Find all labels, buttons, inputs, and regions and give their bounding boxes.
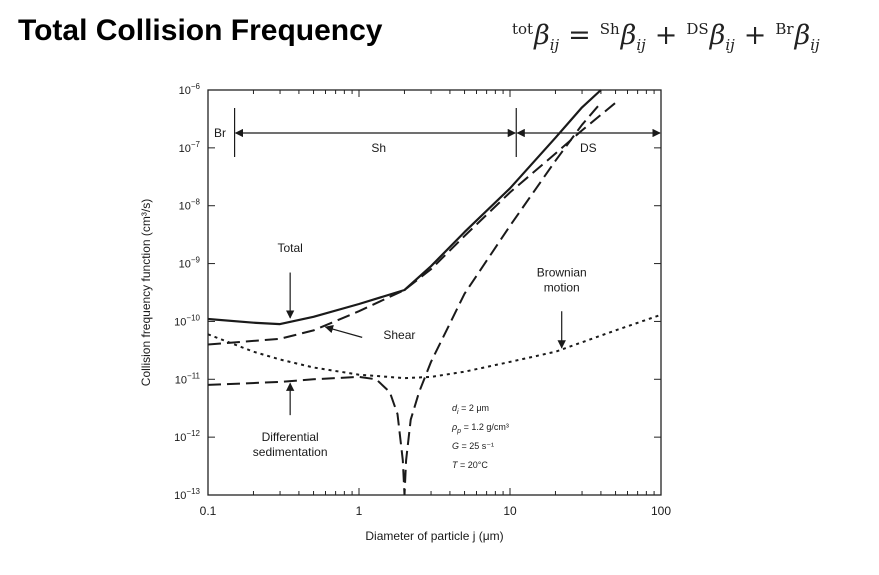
parameter-label: di = 2 μm: [452, 403, 489, 416]
y-axis-label: Collision frequency function (cm³/s): [139, 199, 153, 386]
y-tick-label: 10−11: [175, 371, 201, 386]
x-tick-label: 0.1: [200, 504, 217, 518]
formula-ds-sup: DS: [686, 20, 709, 38]
formula-beta: β: [709, 20, 726, 51]
slide-title: Total Collision Frequency: [18, 14, 383, 47]
formula-beta: β: [794, 20, 811, 51]
formula-br-sup: Br: [775, 20, 794, 38]
plot-frame: [207, 89, 662, 496]
formula-sub: ij: [810, 36, 820, 54]
annotation-label-diffsed: Differential sedimentation: [253, 430, 328, 459]
y-tick-label: 10−8: [179, 198, 201, 213]
annotation-label-shear: Shear: [383, 328, 415, 342]
parameter-label: T = 20°C: [452, 460, 488, 470]
y-tick-label: 10−12: [174, 429, 200, 444]
x-tick-label: 10: [503, 504, 517, 518]
collision-frequency-formula: totβij = Shβij + DSβij + Brβij: [512, 20, 820, 54]
formula-beta: β: [534, 20, 550, 51]
series-shear-line: [208, 102, 617, 346]
x-tick-label: 1: [356, 504, 363, 518]
region-label-br: Br: [214, 126, 226, 140]
formula-sub: ij: [725, 36, 735, 54]
region-label-sh: Sh: [371, 141, 386, 155]
y-tick-label: 10−10: [174, 313, 200, 328]
series-total-line: [208, 89, 602, 326]
formula-plus: +: [654, 20, 678, 51]
series-differential-sedimentation-line: [208, 102, 602, 495]
y-tick-label: 10−13: [174, 487, 200, 502]
y-tick-label: 10−7: [179, 140, 201, 155]
formula-equals: =: [568, 20, 591, 51]
annotation-arrow-shear: [324, 325, 363, 338]
formula-sh-sup: Sh: [599, 20, 620, 38]
y-tick-label: 10−9: [179, 256, 201, 271]
annotation-label-brownian: Brownian motion: [537, 265, 587, 294]
formula-sub: ij: [636, 36, 646, 54]
x-axis-label: Diameter of particle j (μm): [365, 529, 503, 543]
formula-plus: +: [743, 20, 767, 51]
annotation-label-total: Total: [277, 241, 302, 255]
x-tick-label: 100: [651, 504, 671, 518]
parameter-label: ρp = 1.2 g/cm³: [451, 422, 509, 435]
formula-beta: β: [620, 20, 637, 51]
region-label-ds: DS: [580, 141, 597, 155]
formula-sub: ij: [549, 36, 560, 54]
parameter-label: G = 25 s⁻¹: [452, 441, 494, 451]
formula-tot-sup: tot: [512, 20, 534, 38]
y-tick-label: 10−6: [179, 82, 201, 97]
